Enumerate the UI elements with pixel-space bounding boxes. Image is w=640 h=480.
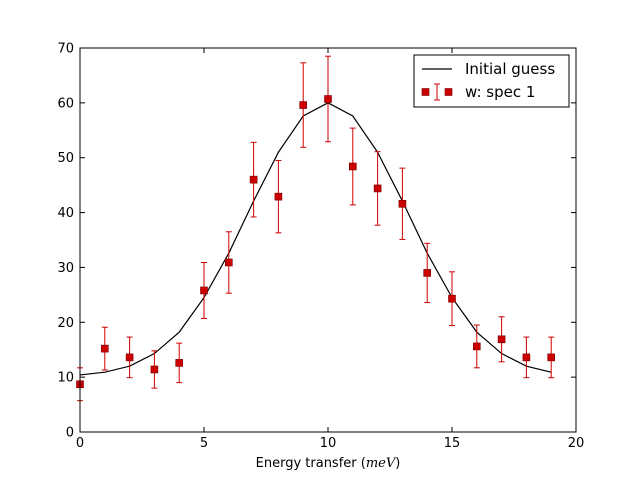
- data-point-marker: [225, 258, 233, 267]
- x-tick-label: 5: [200, 436, 208, 451]
- data-point-marker: [398, 199, 407, 208]
- axes: 0 5 10 15 20 0 10 20 30 40 50 60 70: [57, 42, 584, 452]
- y-tick-label: 0: [66, 426, 74, 441]
- data-point-marker: [324, 95, 332, 103]
- data-point-marker: [423, 269, 432, 277]
- data-point-marker: [497, 335, 506, 344]
- data-point-marker: [472, 342, 481, 351]
- x-tick-label: 10: [320, 436, 337, 451]
- x-axis-label: Energy transfer (meV): [256, 456, 401, 471]
- y-tick-label: 50: [57, 151, 74, 166]
- y-tick-label: 30: [57, 261, 74, 276]
- data-point-marker: [448, 294, 456, 303]
- data-point-marker: [522, 353, 531, 362]
- legend-box: [413, 54, 570, 108]
- data-point-marker: [200, 286, 208, 295]
- data-point-marker: [274, 192, 283, 201]
- data-point-marker: [249, 175, 258, 184]
- data-point-marker: [150, 365, 159, 374]
- series-line-initial-guess: [79, 102, 552, 376]
- x-tick-label: 15: [444, 436, 461, 451]
- data-point-marker: [348, 162, 357, 171]
- data-point-marker: [101, 344, 109, 353]
- y-tick-label: 70: [57, 42, 74, 57]
- y-tick-label: 60: [57, 96, 74, 111]
- y-tick-label: 10: [57, 371, 74, 386]
- legend-entry-label: Initial guess: [465, 60, 555, 78]
- legend-entry-label: w: spec 1: [465, 83, 535, 101]
- legend: Initial guess w: spec 1: [413, 54, 570, 108]
- data-point-marker: [175, 359, 183, 367]
- y-tick-label: 40: [57, 206, 74, 221]
- data-point-marker: [125, 353, 134, 362]
- legend-marker-swatch: [421, 88, 430, 96]
- x-tick-label: 0: [76, 436, 84, 451]
- data-point-marker: [299, 101, 308, 109]
- data-point-marker: [547, 353, 556, 362]
- y-tick-label: 20: [57, 316, 74, 331]
- plot-area: [76, 55, 556, 402]
- legend-marker-swatch: [444, 88, 453, 96]
- data-point-marker: [373, 184, 382, 193]
- x-tick-label: 20: [568, 436, 585, 451]
